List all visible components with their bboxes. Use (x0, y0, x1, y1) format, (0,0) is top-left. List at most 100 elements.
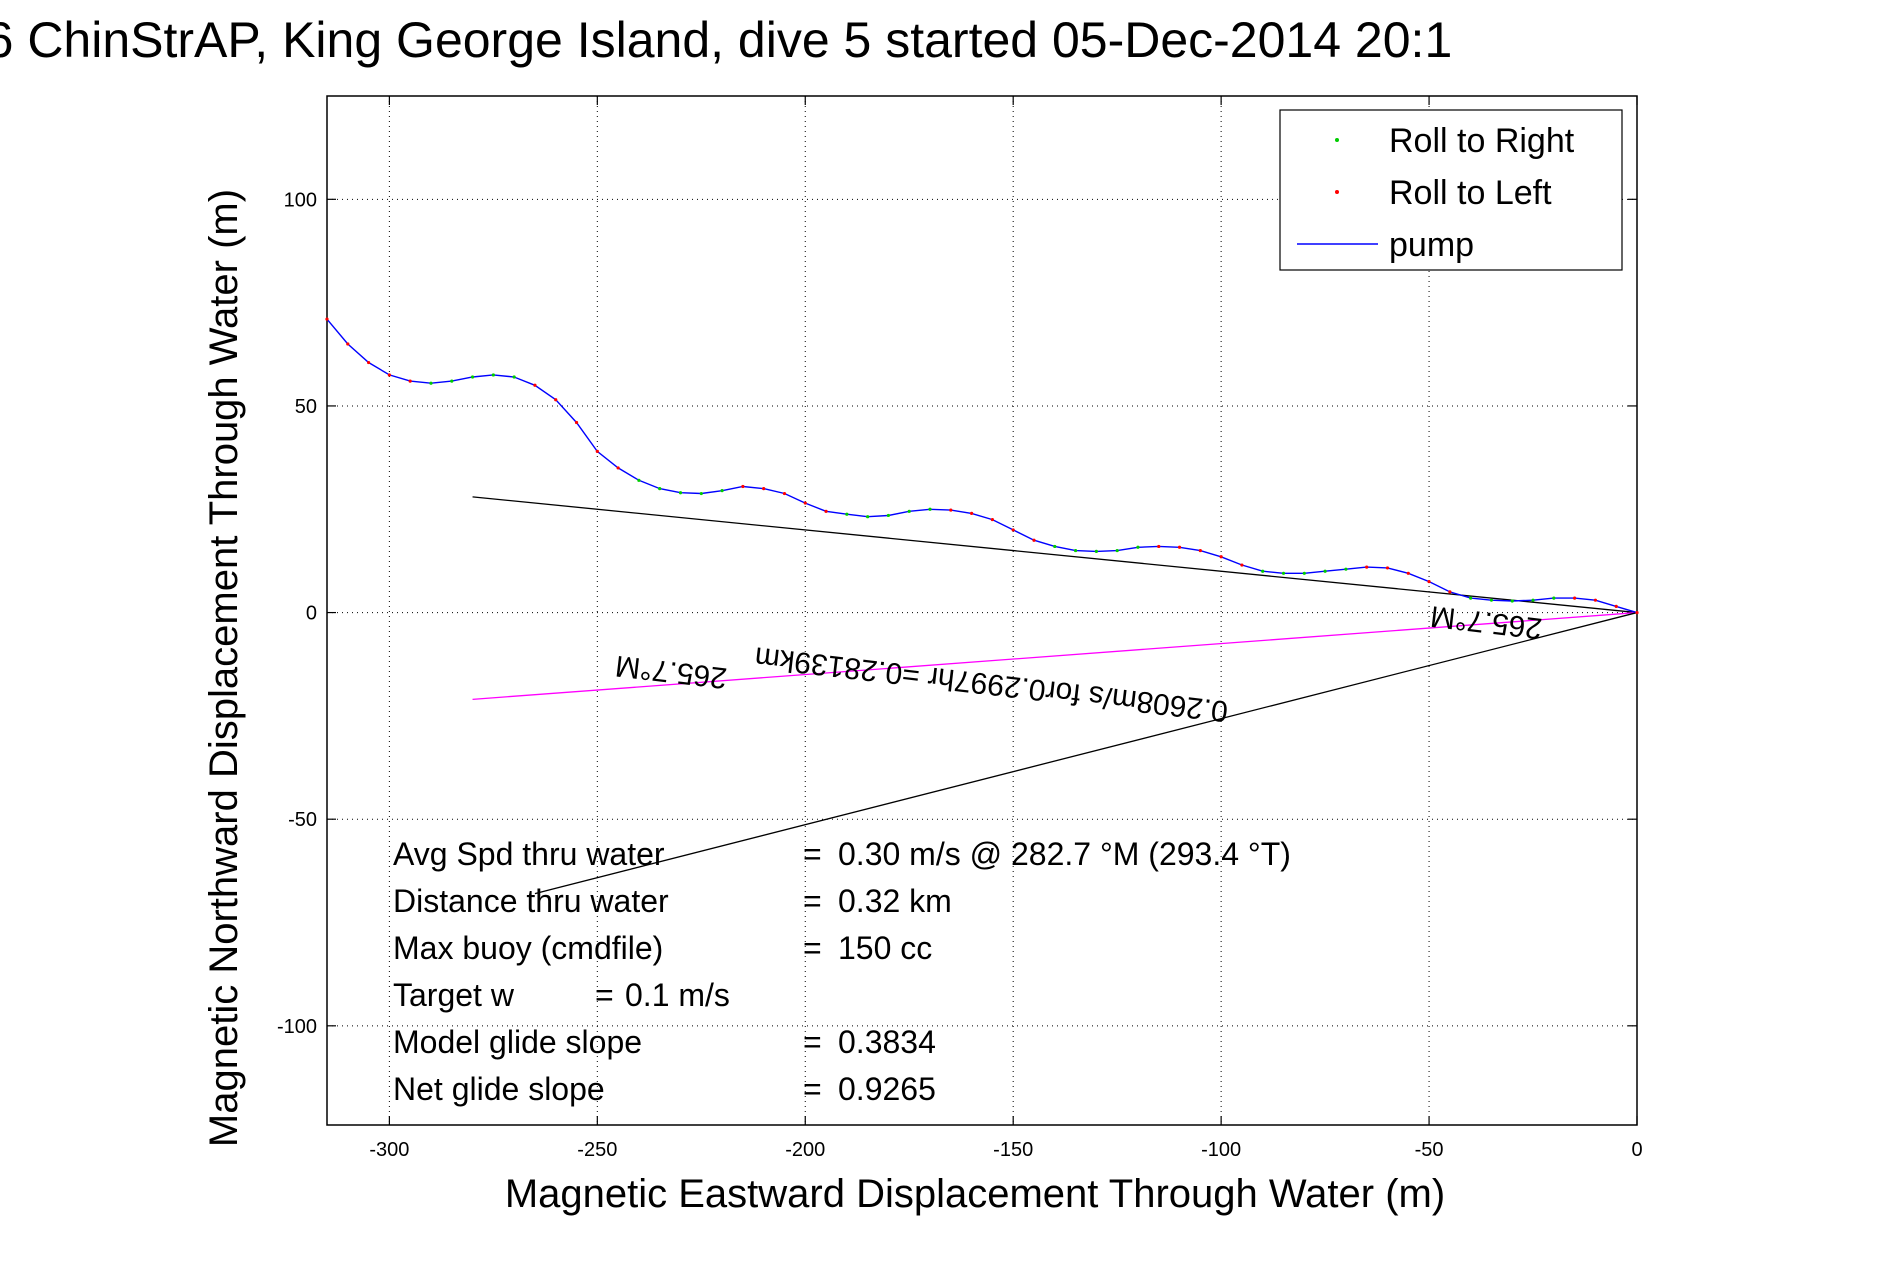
track-point (1219, 555, 1223, 559)
track-point (325, 317, 329, 321)
stat-label: Distance thru water (393, 883, 669, 919)
stat-label: Net glide slope (393, 1071, 605, 1107)
track-point (762, 486, 766, 491)
track-line (326, 318, 1638, 614)
track-point (990, 517, 994, 522)
track-point (1115, 548, 1119, 553)
stat-label: Model glide slope (393, 1024, 642, 1060)
chart-title: SG566 ChinStrAP, King George Island, div… (0, 12, 1452, 68)
track-point (1344, 567, 1348, 571)
stat-equals: = (803, 836, 822, 872)
grid (327, 96, 1637, 1125)
track-point (554, 398, 558, 402)
legend-label: Roll to Left (1389, 174, 1552, 212)
track-point (408, 379, 412, 383)
stat-equals: = (803, 1071, 822, 1107)
track-point (1198, 548, 1202, 553)
x-tick-label: -150 (993, 1139, 1033, 1161)
track-point (824, 509, 828, 513)
track-point (782, 491, 787, 496)
y-axis-label: Magnetic Northward Displacement Through … (202, 189, 246, 1147)
y-tick-label: 0 (306, 603, 317, 625)
track-point (1136, 545, 1140, 549)
stat-equals: = (595, 977, 614, 1013)
track-point (1531, 598, 1535, 602)
stat-value: 150 cc (838, 930, 932, 966)
x-axis-label: Magnetic Eastward Displacement Through W… (505, 1172, 1445, 1216)
legend-label: Roll to Right (1389, 122, 1575, 160)
track-point (1365, 565, 1369, 569)
track-point (429, 381, 433, 385)
x-tick-label: -250 (577, 1139, 617, 1161)
track-point (1406, 571, 1410, 575)
axis-ticks: -300 -250 -200 -150 -100 -50 0 -100 -50 0 50 100 (277, 96, 1643, 1161)
track-point (845, 512, 849, 516)
track-point (366, 360, 371, 365)
track-point (1614, 604, 1618, 608)
track-point (491, 373, 495, 377)
track-point (637, 478, 641, 482)
track-point (1323, 569, 1327, 573)
track-point (1427, 579, 1431, 584)
track-point (1469, 596, 1473, 600)
legend-label: pump (1389, 226, 1474, 264)
y-tick-label: -100 (277, 1016, 317, 1038)
y-tick-label: 50 (295, 396, 317, 418)
track-point (1032, 538, 1036, 542)
track-point (928, 507, 932, 511)
track-point (1593, 598, 1598, 602)
track-point (1510, 599, 1514, 603)
track-point (720, 489, 724, 493)
legend-marker (1335, 138, 1339, 142)
track-point (1302, 571, 1306, 575)
stat-label: Target w (393, 977, 515, 1013)
track-point (866, 515, 870, 519)
track-point (1073, 548, 1078, 553)
track-point (450, 379, 454, 383)
stat-equals: = (803, 883, 822, 919)
track-point (886, 513, 891, 518)
track-point (574, 420, 579, 425)
reference-line-upper (472, 496, 1638, 614)
stat-equals: = (803, 930, 822, 966)
reference-line-lower (534, 611, 1638, 895)
track-point (970, 511, 974, 515)
track-point (803, 501, 807, 505)
track-point (1011, 528, 1015, 532)
track-point (907, 509, 911, 513)
track-point (512, 375, 516, 379)
track-point (1261, 569, 1265, 573)
track-point (1552, 596, 1556, 600)
track-point (616, 466, 620, 470)
track-group (325, 317, 1639, 615)
stat-value: 0.32 km (838, 883, 952, 919)
track-point (1573, 596, 1577, 600)
plot-area (326, 95, 1638, 1126)
x-tick-label: -50 (1415, 1139, 1444, 1161)
stat-value: 0.30 m/s @ 282.7 °M (293.4 °T) (838, 836, 1291, 872)
x-tick-label: -300 (369, 1139, 409, 1161)
track-point (1448, 590, 1452, 594)
reference-line-magenta (472, 611, 1638, 700)
y-tick-label: -50 (288, 809, 317, 831)
stat-value: 0.1 m/s (625, 977, 730, 1013)
track-point (1281, 571, 1286, 575)
track-point (1094, 549, 1098, 554)
stat-label: Max buoy (cmdfile) (393, 930, 663, 966)
track-point (1177, 545, 1182, 549)
track-point (470, 375, 475, 379)
track-point (1053, 544, 1057, 549)
x-tick-label: 0 (1631, 1139, 1642, 1161)
stats-block: Avg Spd thru water = 0.30 m/s @ 282.7 °M (… (393, 836, 1291, 1107)
track-point (533, 383, 537, 387)
track-point (387, 373, 391, 377)
track-point (741, 484, 745, 489)
track-point (1157, 544, 1161, 549)
track-point (346, 342, 350, 346)
track-point (658, 486, 662, 491)
track-point (595, 449, 599, 453)
legend-marker (1335, 190, 1339, 194)
track-point (949, 508, 953, 512)
track-point (699, 491, 703, 496)
